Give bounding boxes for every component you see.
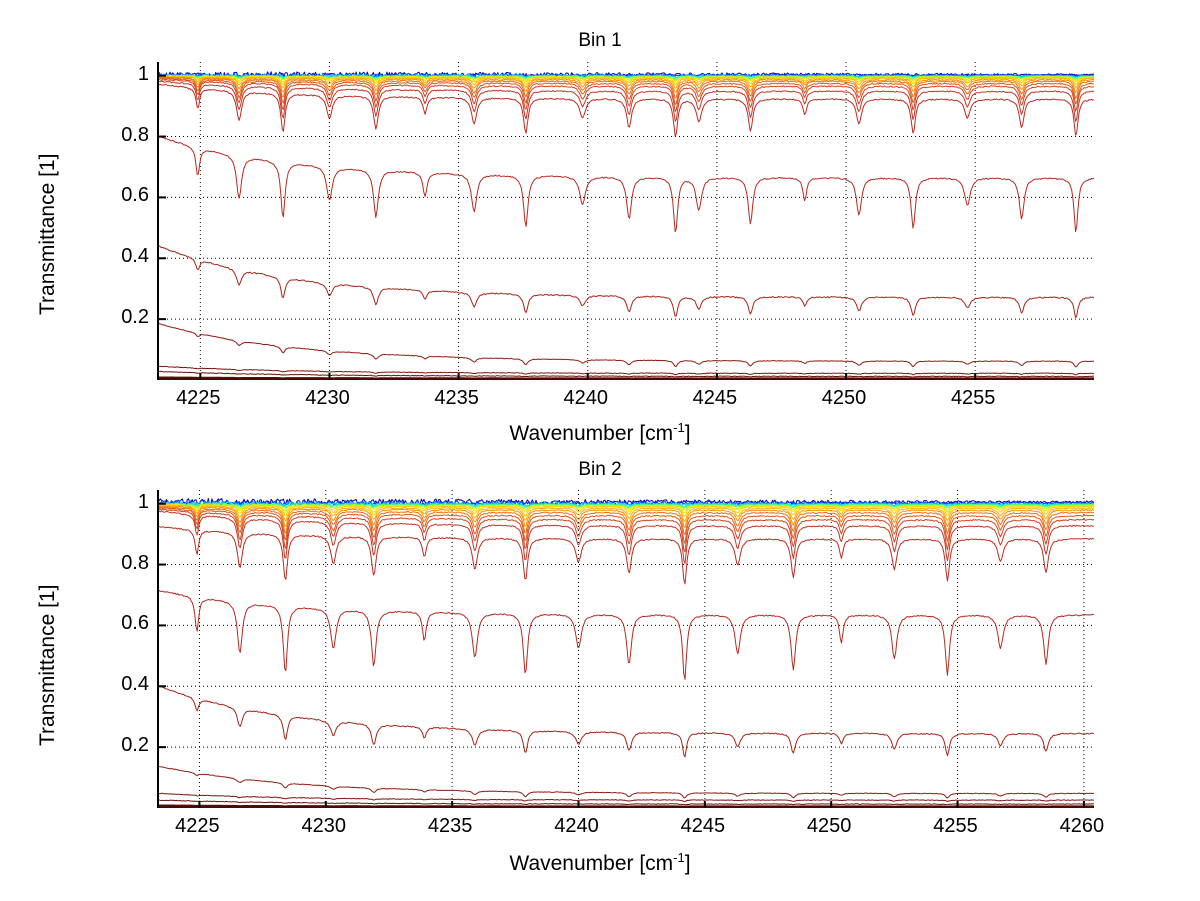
plot-canvas-bin-1 xyxy=(159,62,1094,380)
x-axis-label-bin-2: Wavenumber [cm-1] xyxy=(0,850,1200,876)
spectrum-line xyxy=(159,510,1094,564)
x-axis-label-text: Wavenumber [cm xyxy=(509,852,674,875)
y-tick-label: 1 xyxy=(137,490,149,513)
x-tick-label: 4245 xyxy=(692,387,738,409)
spectrum-line xyxy=(159,504,1094,522)
x-axis-label-bracket: ] xyxy=(684,852,691,875)
panel-bin-2: Bin 2 Transmittance [1] Wavenumber [cm-1… xyxy=(0,450,1200,901)
spectrum-line xyxy=(159,80,1094,122)
grid-lines xyxy=(159,62,1094,380)
x-tick-label: 4225 xyxy=(176,387,221,409)
x-tick-label: 4230 xyxy=(301,815,347,837)
spectrum-line xyxy=(159,322,1094,368)
y-tick-label: 0.4 xyxy=(121,245,149,268)
x-axis-label-exponent: -1 xyxy=(673,420,685,435)
y-tick-label: 0.2 xyxy=(121,306,149,329)
y-tick-label: 0.6 xyxy=(121,184,149,207)
plot-area-bin-1[interactable] xyxy=(157,62,1094,380)
spectrum-line xyxy=(159,245,1094,319)
panel-bin-1: Bin 1 Transmittance [1] Wavenumber [cm-1… xyxy=(0,0,1200,450)
axis-ticks xyxy=(159,502,1085,808)
y-tick-label: 0.8 xyxy=(121,123,149,146)
spectrum-line xyxy=(159,589,1094,680)
x-axis-label-exponent: -1 xyxy=(673,850,685,865)
spectrum-line xyxy=(159,503,1094,511)
spectrum-line xyxy=(159,365,1094,376)
spectrum-line xyxy=(159,79,1094,112)
spectrum-line xyxy=(159,525,1094,585)
x-axis-label-text: Wavenumber [cm xyxy=(509,422,674,445)
axis-ticks xyxy=(159,74,977,380)
y-tick-label: 1 xyxy=(137,62,149,85)
plot-canvas-bin-2 xyxy=(159,490,1094,808)
x-tick-label: 4255 xyxy=(933,815,978,837)
x-tick-label: 4235 xyxy=(434,387,479,409)
y-axis-label-bin-2: Transmittance [1] xyxy=(36,584,59,746)
spectrum-line xyxy=(159,686,1094,758)
y-axis-label-bin-1: Transmittance [1] xyxy=(36,153,59,315)
spectrum-line xyxy=(159,766,1094,799)
spectrum-line xyxy=(159,506,1094,536)
spectrum-line xyxy=(159,75,1094,89)
spectrum-line xyxy=(159,508,1094,553)
spectrum-line xyxy=(159,76,1094,99)
spectrum-line xyxy=(159,72,1094,78)
x-tick-label: 4250 xyxy=(821,387,867,409)
spectrum-line xyxy=(159,77,1094,105)
x-tick-label: 4245 xyxy=(680,815,726,837)
y-tick-label: 0.6 xyxy=(121,612,149,635)
spectrum-line xyxy=(159,799,1094,806)
plot-area-bin-2[interactable] xyxy=(157,490,1094,808)
panel-title-bin-1: Bin 1 xyxy=(578,30,622,51)
spectrum-line xyxy=(159,792,1094,803)
x-tick-label: 4255 xyxy=(950,387,996,409)
x-tick-label: 4260 xyxy=(1059,815,1105,837)
spectrum-line xyxy=(159,75,1094,86)
x-tick-label: 4230 xyxy=(305,387,350,409)
x-axis-label-bin-1: Wavenumber [cm-1] xyxy=(0,420,1200,446)
spectrum-line xyxy=(159,507,1094,544)
x-axis-label-bracket: ] xyxy=(684,422,691,445)
grid-lines xyxy=(159,490,1094,808)
spectrum-line xyxy=(159,76,1094,94)
y-tick-label: 0.8 xyxy=(121,551,149,574)
x-tick-label: 4225 xyxy=(175,815,220,837)
x-tick-label: 4235 xyxy=(427,815,473,837)
y-tick-label: 0.2 xyxy=(121,734,149,757)
panel-title-bin-2: Bin 2 xyxy=(578,459,622,480)
x-tick-label: 4240 xyxy=(563,387,609,409)
spectrum-line xyxy=(159,83,1094,137)
x-tick-label: 4250 xyxy=(806,815,852,837)
x-tick-label: 4240 xyxy=(554,815,599,837)
y-tick-label: 0.4 xyxy=(121,673,149,696)
spectrum-line xyxy=(159,505,1094,529)
spectrum-line xyxy=(159,136,1094,233)
spectrum-line xyxy=(159,370,1094,378)
spectrum-line xyxy=(159,504,1094,517)
spectrum-line xyxy=(159,503,1094,514)
